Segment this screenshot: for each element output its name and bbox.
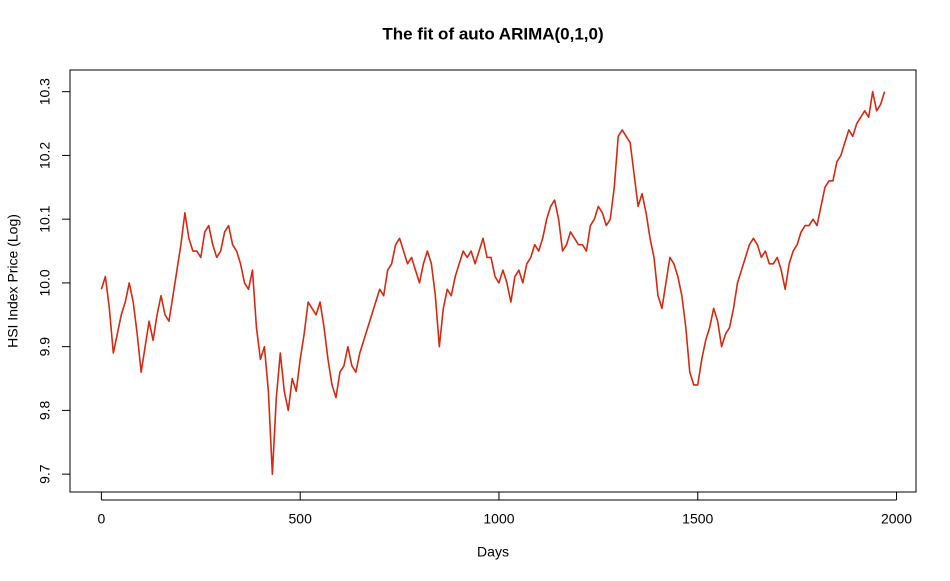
y-tick-label: 10.0	[37, 269, 53, 296]
plot-frame	[69, 69, 917, 493]
x-tick-label: 0	[98, 511, 106, 527]
y-tick-label: 9.7	[37, 464, 53, 484]
x-tick-label: 500	[289, 511, 313, 527]
x-tick-label: 1000	[483, 511, 514, 527]
y-tick-label: 10.3	[37, 78, 53, 105]
y-tick-label: 10.1	[37, 205, 53, 232]
y-axis-label: HSI Index Price (Log)	[5, 214, 21, 348]
y-tick-label: 10.2	[37, 142, 53, 169]
x-tick-label: 2000	[881, 511, 912, 527]
x-tick-label: 1500	[682, 511, 713, 527]
x-axis-label: Days	[477, 544, 509, 560]
chart-title: The fit of auto ARIMA(0,1,0)	[382, 24, 603, 43]
y-tick-label: 9.8	[37, 400, 53, 420]
y-tick-label: 9.9	[37, 337, 53, 357]
data-line	[100, 90, 886, 475]
